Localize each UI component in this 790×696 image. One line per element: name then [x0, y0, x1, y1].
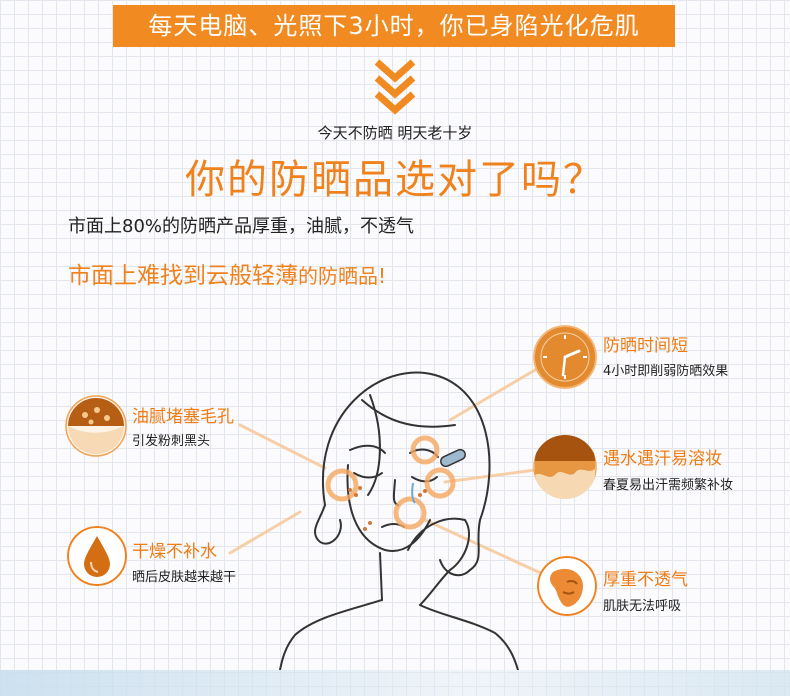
main-headline: 你的防晒品选对了吗？ — [185, 157, 605, 203]
bottom-decoration — [0, 670, 790, 696]
feature-desc-melt: 春夏易出汗需频繁补妆 — [603, 478, 734, 493]
market-highlight-main: 市面上难找到云般轻薄 — [68, 263, 298, 289]
feature-desc-heavy: 肌肤无法呼吸 — [603, 599, 682, 614]
girl-illustration — [279, 371, 519, 670]
pores-icon — [65, 395, 127, 457]
melting-makeup-icon — [533, 435, 597, 499]
feature-title-greasy: 油腻堵塞毛孔 — [132, 407, 234, 427]
water-drop-icon — [67, 526, 127, 586]
chevron-down-icon — [374, 59, 416, 115]
feature-title-heavy: 厚重不透气 — [603, 570, 688, 590]
feature-desc-short: 4小时即削弱防晒效果 — [603, 364, 729, 379]
feature-desc-greasy: 引发粉刺黑头 — [132, 434, 211, 449]
sub-headline: 今天不防晒 明天老十岁 — [317, 124, 473, 142]
feature-title-dry: 干燥不补水 — [132, 542, 217, 562]
feature-desc-dry: 晒后皮肤越来越干 — [132, 570, 237, 585]
market-highlight: 市面上难找到云般轻薄的防晒品! — [68, 256, 386, 290]
feature-title-short: 防晒时间短 — [603, 336, 688, 356]
top-banner: 每天电脑、光照下3小时，你已身陷光化危肌 — [113, 5, 675, 47]
face-mask-icon — [537, 556, 597, 616]
clock-icon — [533, 325, 597, 389]
feature-title-melt: 遇水遇汗易溶妆 — [603, 449, 722, 469]
market-highlight-tail: 的防晒品! — [298, 264, 387, 288]
market-statement: 市面上80%的防晒产品厚重，油腻，不透气 — [68, 216, 415, 237]
